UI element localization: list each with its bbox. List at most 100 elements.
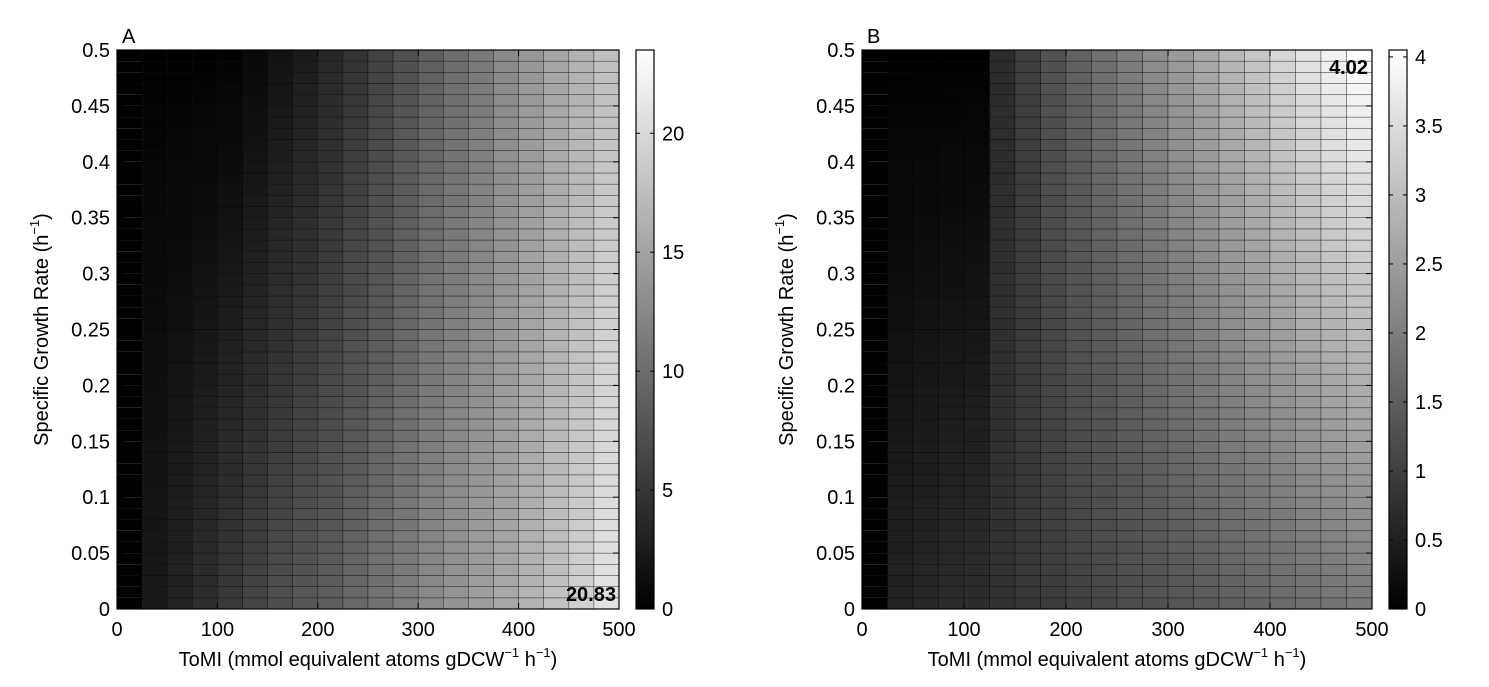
heatmap-cell (1167, 429, 1194, 442)
heatmap-cell (1014, 49, 1041, 62)
heatmap-cell (166, 463, 193, 476)
heatmap-cell (887, 351, 914, 364)
heatmap-cell (1014, 60, 1041, 73)
heatmap-cell (938, 60, 965, 73)
heatmap-cell (518, 396, 544, 409)
heatmap-cell (887, 586, 914, 599)
heatmap-cell (417, 418, 444, 431)
heatmap-cell (1142, 452, 1169, 464)
heatmap-cell (518, 60, 544, 73)
heatmap-cell (543, 262, 570, 274)
heatmap-cell (862, 396, 888, 408)
heatmap-cell (938, 49, 965, 62)
heatmap-cell (217, 306, 243, 319)
heatmap-cell (963, 407, 990, 420)
heatmap-cell (317, 105, 344, 118)
heatmap-cell (317, 463, 344, 476)
heatmap-cell (292, 563, 319, 576)
heatmap-cell (166, 586, 193, 599)
heatmap-cell (963, 284, 990, 297)
heatmap-cell (887, 139, 914, 151)
heatmap-cell (1167, 496, 1194, 509)
heatmap-cell (192, 172, 218, 185)
heatmap-cell (292, 250, 319, 263)
heatmap-cell (1295, 452, 1322, 464)
heatmap-cell (217, 351, 243, 364)
heatmap-cell (1244, 586, 1271, 599)
heatmap-cell (1244, 552, 1271, 565)
heatmap-cell (1065, 139, 1092, 151)
heatmap-cell (292, 452, 319, 464)
heatmap-cell (1142, 295, 1169, 308)
heatmap-cell (1065, 340, 1092, 353)
heatmap-cell (1040, 239, 1067, 252)
heatmap-cell (1014, 329, 1041, 341)
heatmap-cell (1065, 262, 1092, 274)
heatmap-cell (317, 72, 344, 84)
heatmap-cell (1091, 474, 1118, 487)
heatmap-cell (1218, 440, 1245, 453)
heatmap-cell (1346, 373, 1373, 386)
heatmap-cell (1244, 139, 1271, 151)
heatmap-cell (192, 541, 218, 554)
heatmap-cell (468, 318, 494, 330)
heatmap-cell (166, 116, 193, 129)
heatmap-cell (938, 508, 965, 520)
heatmap-cell (242, 519, 268, 532)
heatmap-cell (1346, 295, 1373, 308)
heatmap-cell (1269, 262, 1296, 274)
heatmap-cell (468, 195, 494, 207)
heatmap-cell (192, 127, 218, 140)
heatmap-cell (518, 183, 544, 196)
heatmap-cell (141, 396, 168, 409)
heatmap-cell (1040, 396, 1067, 409)
heatmap-cell (989, 519, 1016, 532)
heatmap-cell (963, 452, 990, 464)
heatmap-cell (493, 474, 519, 487)
heatmap-cell (1193, 541, 1220, 554)
heatmap-cell (292, 440, 319, 453)
heatmap-cell (493, 407, 519, 420)
heatmap-cell (543, 329, 570, 341)
heatmap-cell (912, 440, 939, 453)
heatmap-cell (468, 340, 494, 353)
heatmap-cell (166, 150, 193, 163)
heatmap-cell (1218, 519, 1245, 532)
heatmap-cell (1116, 362, 1143, 375)
heatmap-cell (1142, 172, 1169, 185)
heatmap-cell (568, 318, 595, 330)
heatmap-cell (342, 139, 369, 151)
heatmap-cell (442, 496, 469, 509)
heatmap-cell (1167, 385, 1194, 397)
heatmap-cell (292, 228, 319, 241)
heatmap-cell (1269, 206, 1296, 219)
heatmap-cell (417, 575, 444, 587)
heatmap-cell (141, 496, 168, 509)
heatmap-cell (468, 139, 494, 151)
heatmap-cell (593, 94, 620, 107)
heatmap-cell (1040, 72, 1067, 84)
heatmap-cell (1014, 139, 1041, 151)
heatmap-cell (192, 83, 218, 96)
heatmap-cell (1244, 340, 1271, 353)
heatmap-cell (1320, 407, 1347, 420)
heatmap-cell (593, 83, 620, 96)
heatmap-cell (1295, 396, 1322, 409)
heatmap-cell (493, 496, 519, 509)
heatmap-cell (963, 563, 990, 576)
heatmap-cell (1091, 116, 1118, 129)
heatmap-cell (217, 195, 243, 207)
heatmap-cell (1142, 239, 1169, 252)
heatmap-cell (1040, 228, 1067, 241)
heatmap-cell (342, 508, 369, 520)
colorbar (635, 49, 655, 610)
heatmap-cell (1295, 72, 1322, 84)
heatmap-cell (862, 597, 888, 609)
heatmap-cell (1065, 563, 1092, 576)
heatmap-cell (912, 519, 939, 532)
heatmap-cell (1244, 362, 1271, 375)
heatmap-cell (217, 407, 243, 420)
heatmap-cell (1065, 217, 1092, 230)
heatmap-cell (1014, 396, 1041, 409)
heatmap-cell (1295, 340, 1322, 353)
